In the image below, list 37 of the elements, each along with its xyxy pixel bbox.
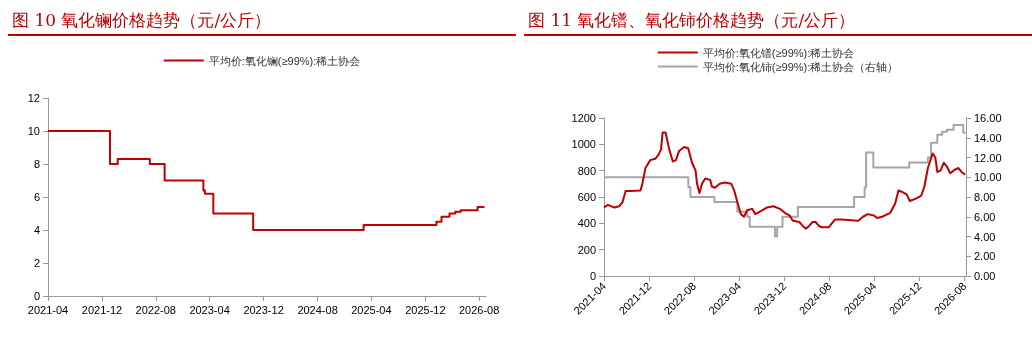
y2-tick-label: 2.00 (974, 250, 996, 263)
y-tick-label: 4 (33, 224, 40, 236)
y-tick-label: 0 (33, 290, 40, 302)
y-tick-label: 8 (33, 158, 40, 170)
legend-label: 平均价:氧化镨(≥99%):稀土协会 (702, 46, 855, 59)
chart-title: 图 11 氧化镨、氧化铈价格趋势（元/公斤） (524, 8, 1032, 36)
y2-tick-label: 0.00 (974, 270, 996, 282)
x-tick-label: 2024-08 (297, 303, 338, 316)
chart-title: 图 10 氧化镧价格趋势（元/公斤） (8, 8, 516, 36)
y-tick-label: 1000 (571, 138, 596, 151)
x-tick-label: 2025-04 (351, 303, 392, 316)
x-tick-label: 2022-08 (135, 303, 176, 316)
y2-tick-label: 4.00 (974, 230, 996, 243)
y-tick-label: 600 (577, 191, 596, 203)
x-tick-label: 2026-08 (458, 303, 500, 316)
y-tick-label: 400 (577, 217, 596, 230)
y-tick-label: 800 (577, 164, 596, 177)
y-tick-label: 1200 (571, 112, 596, 124)
legend-label: 平均价:氧化铈(≥99%):稀土协会（右轴） (702, 60, 899, 73)
y2-tick-label: 12.00 (974, 151, 1002, 164)
y-tick-label: 2 (33, 257, 40, 269)
y2-tick-label: 6.00 (974, 210, 996, 223)
y-tick-label: 6 (33, 191, 40, 203)
y2-tick-label: 16.00 (974, 112, 1002, 124)
y-tick-label: 200 (577, 243, 596, 256)
x-tick-label: 2025-12 (405, 303, 446, 316)
legend-label: 平均价:氧化镧(≥99%):稀土协会 (208, 54, 361, 67)
y2-tick-label: 14.00 (974, 131, 1002, 144)
y2-tick-label: 8.00 (974, 191, 996, 203)
y-tick-label: 0 (589, 270, 596, 282)
y-tick-label: 12 (27, 92, 40, 104)
y-tick-label: 10 (27, 125, 40, 137)
x-tick-label: 2023-04 (189, 303, 230, 316)
x-tick-label: 2021-12 (81, 303, 123, 316)
x-tick-label: 2023-12 (243, 303, 284, 316)
y2-tick-label: 10.00 (974, 171, 1002, 184)
x-tick-label: 2021-04 (27, 303, 69, 316)
